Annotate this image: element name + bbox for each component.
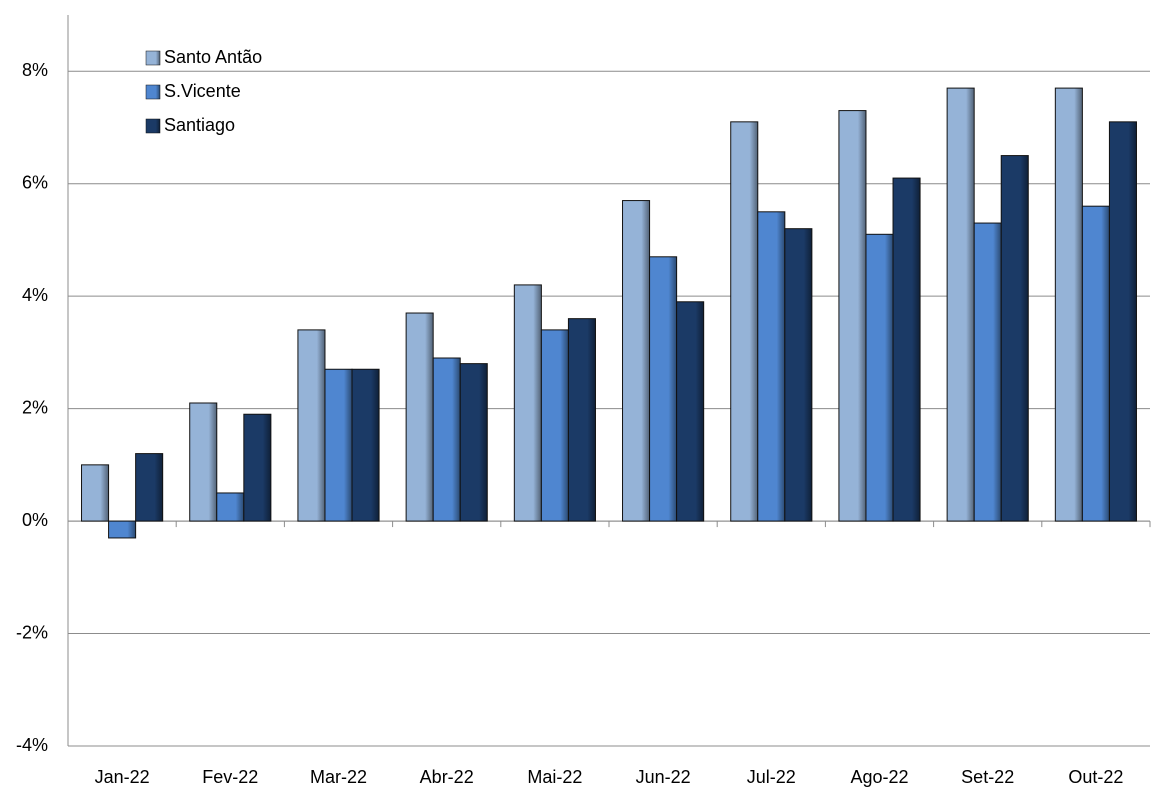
bar: [649, 256, 678, 522]
x-tick-label: Ago-22: [850, 767, 908, 787]
bar: [757, 211, 786, 522]
x-tick-label: Jul-22: [747, 767, 796, 787]
bar: [567, 318, 596, 522]
bar: [784, 228, 813, 522]
x-tick-label: Mai-22: [527, 767, 582, 787]
bar: [216, 492, 245, 522]
x-tick-label: Mar-22: [310, 767, 367, 787]
bar: [1108, 121, 1137, 522]
bar: [1054, 87, 1083, 522]
x-tick-label: Jun-22: [636, 767, 691, 787]
bar: [892, 177, 921, 522]
y-tick-label: -4%: [16, 735, 48, 755]
bar: [351, 368, 380, 522]
bar: [459, 363, 488, 522]
bar: [189, 402, 218, 522]
bar: [297, 329, 326, 522]
y-tick-label: 0%: [22, 510, 48, 530]
bar: [81, 464, 110, 522]
bar: [243, 413, 272, 522]
x-tick-label: Out-22: [1068, 767, 1123, 787]
bar: [513, 284, 542, 522]
bar: [946, 87, 975, 522]
bar: [324, 368, 353, 522]
bar: [540, 329, 569, 522]
x-tick-label: Abr-22: [420, 767, 474, 787]
y-tick-label: 2%: [22, 397, 48, 417]
y-tick-label: -2%: [16, 622, 48, 642]
y-tick-label: 8%: [22, 60, 48, 80]
bar: [865, 233, 894, 522]
bar: [838, 110, 867, 522]
legend-label: Santo Antão: [164, 47, 262, 67]
legend-marker: [145, 118, 161, 134]
bar: [432, 357, 461, 522]
x-tick-label: Jan-22: [95, 767, 150, 787]
bar: [1081, 205, 1110, 522]
legend-marker: [145, 50, 161, 66]
bar: [622, 200, 651, 522]
bar: [405, 312, 434, 522]
legend-label: Santiago: [164, 115, 235, 135]
x-tick-label: Set-22: [961, 767, 1014, 787]
bar: [676, 301, 705, 522]
y-tick-label: 6%: [22, 172, 48, 192]
y-tick-label: 4%: [22, 285, 48, 305]
legend-marker: [145, 84, 161, 100]
bar: [108, 520, 137, 539]
bar: [135, 453, 164, 522]
legend-label: S.Vicente: [164, 81, 241, 101]
x-tick-label: Fev-22: [202, 767, 258, 787]
bar: [973, 222, 1002, 522]
bar: [730, 121, 759, 522]
bar: [1000, 155, 1029, 522]
